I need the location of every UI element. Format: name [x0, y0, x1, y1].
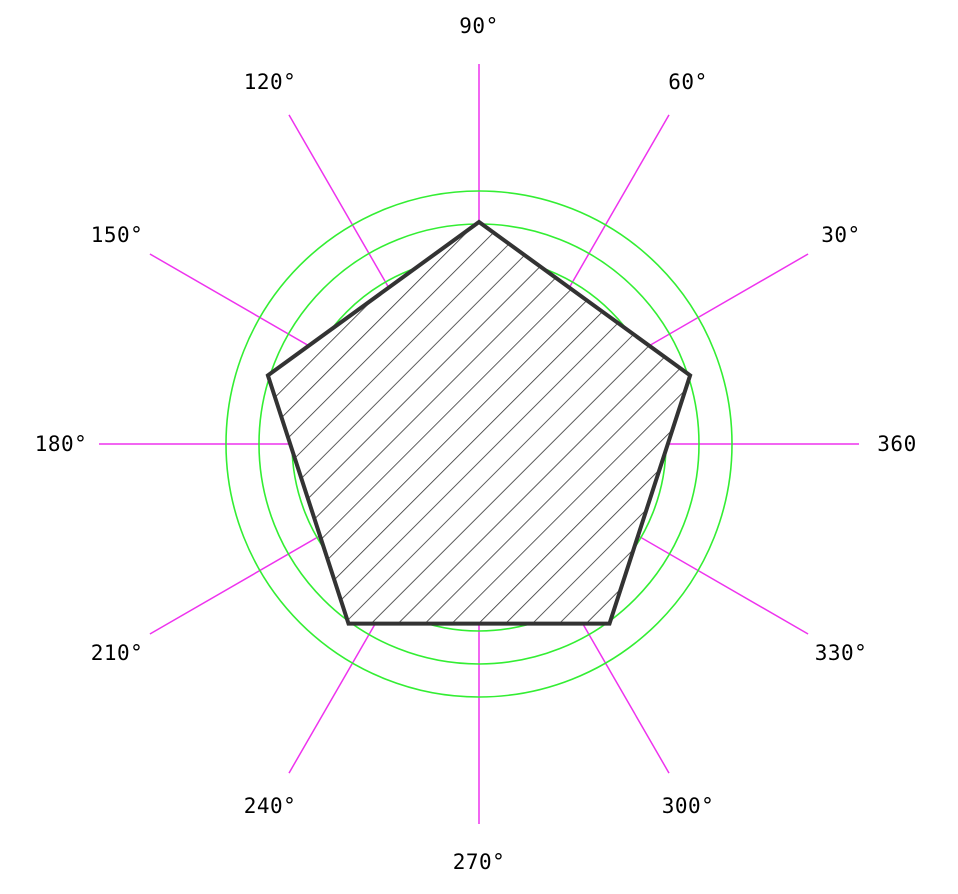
angle-label-300: 300° [662, 794, 715, 818]
angle-labels-group: 360 30° 60° 90° 120° 150° 180° 210° 240° 270° 300°… [35, 14, 917, 874]
angle-label-180: 180° [35, 432, 88, 456]
angle-label-210: 210° [91, 641, 144, 665]
circle-3 [225, 190, 733, 698]
pentagon [265, 219, 693, 626]
angle-label-150: 150° [91, 223, 144, 247]
angle-label-270: 270° [453, 850, 506, 874]
angle-label-330: 330° [815, 641, 868, 665]
angle-label-240: 240° [244, 794, 297, 818]
angle-label-0: 360 [877, 432, 916, 456]
angle-label-60: 60° [668, 70, 707, 94]
angle-label-30: 30° [821, 223, 860, 247]
angle-label-120: 120° [244, 70, 297, 94]
angle-label-90: 90° [459, 14, 498, 38]
pentagon-group [265, 219, 693, 626]
